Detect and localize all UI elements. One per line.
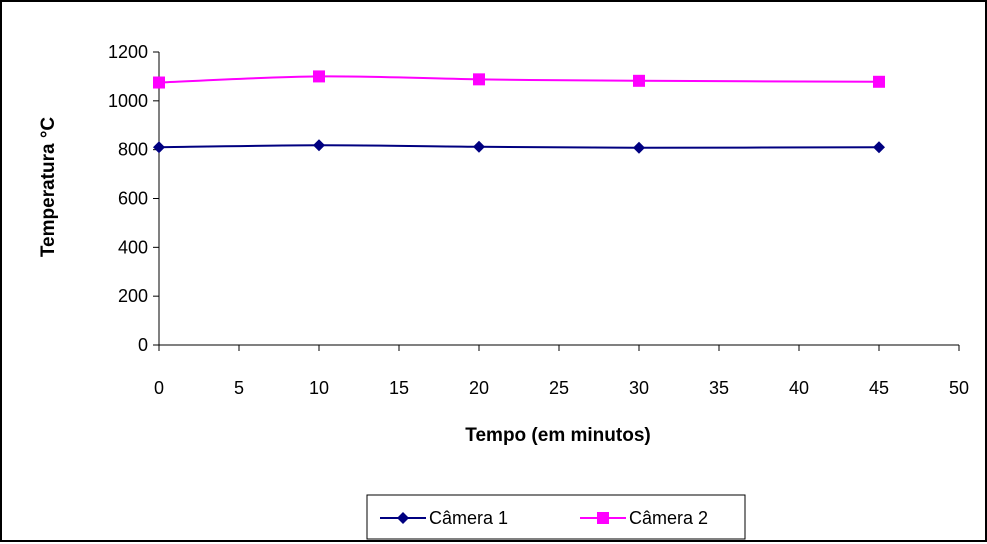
legend-marker — [597, 512, 609, 524]
series-layer — [153, 70, 885, 154]
x-tick-label: 30 — [629, 378, 649, 398]
series-1-point — [313, 139, 325, 152]
series-1-point — [873, 141, 885, 154]
x-axis-ticks: 0 5 10 15 20 25 30 35 40 45 50 — [154, 345, 969, 398]
y-axis-title: Temperatura °C — [38, 117, 59, 258]
x-tick-label: 15 — [389, 378, 409, 398]
x-tick-label: 25 — [549, 378, 569, 398]
y-tick-label: 1200 — [108, 42, 148, 62]
x-tick-label: 10 — [309, 378, 329, 398]
y-tick-label: 200 — [118, 286, 148, 306]
series-2-point — [873, 75, 885, 88]
y-tick-label: 400 — [118, 237, 148, 257]
series-1-point — [473, 140, 485, 153]
series-2-point — [473, 73, 485, 86]
x-tick-label: 35 — [709, 378, 729, 398]
x-tick-label: 0 — [154, 378, 164, 398]
legend-entry-2: Câmera 2 — [580, 508, 708, 528]
x-tick-label: 50 — [949, 378, 969, 398]
legend-box — [366, 494, 746, 540]
x-axis-title: Tempo (em minutos) — [465, 425, 650, 446]
y-tick-label: 0 — [138, 335, 148, 355]
series-2-point — [313, 70, 325, 83]
x-tick-label: 5 — [234, 378, 244, 398]
x-tick-label: 40 — [789, 378, 809, 398]
series-2-point — [633, 74, 645, 87]
series-1 — [153, 139, 885, 154]
y-tick-label: 800 — [118, 140, 148, 160]
series-1-point — [153, 141, 165, 154]
legend-entries: Câmera 1 Câmera 2 — [380, 508, 708, 528]
x-tick-label: 20 — [469, 378, 489, 398]
y-axis-ticks: 0 200 400 600 800 1000 1200 — [108, 42, 159, 355]
y-tick-label: 600 — [118, 189, 148, 209]
legend-label: Câmera 1 — [429, 508, 508, 528]
series-1-point — [633, 141, 645, 154]
x-tick-label: 45 — [869, 378, 889, 398]
series-2-point — [153, 76, 165, 89]
series-2 — [153, 70, 885, 89]
legend-entry-1: Câmera 1 — [380, 508, 508, 528]
legend-label: Câmera 2 — [629, 508, 708, 528]
series-1-line — [158, 144, 880, 149]
legend: Câmera 1 Câmera 2 — [366, 494, 746, 540]
y-tick-label: 1000 — [108, 91, 148, 111]
series-2-line — [158, 75, 880, 84]
legend-marker — [397, 512, 409, 524]
